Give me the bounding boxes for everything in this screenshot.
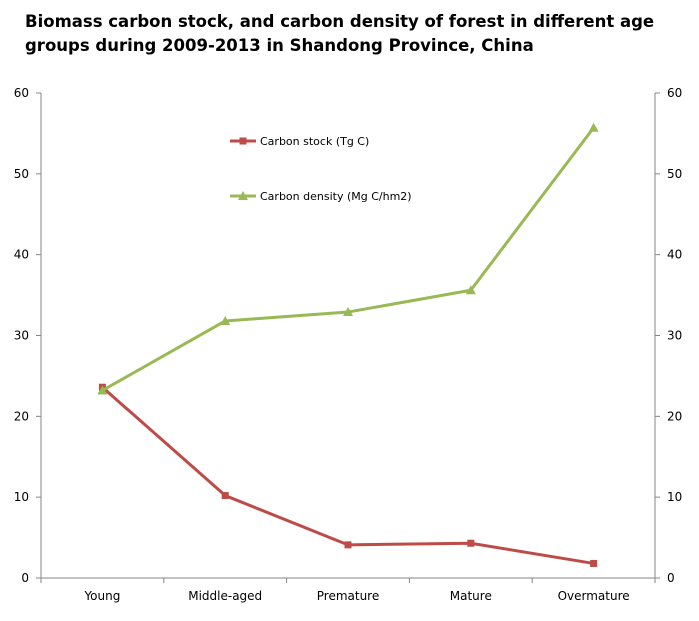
x-tick-label: Middle-aged — [188, 589, 262, 603]
right-y-tick-label: 50 — [667, 167, 682, 181]
right-y-tick-label: 0 — [667, 571, 675, 585]
legend-item: Carbon stock (Tg C) — [230, 135, 369, 148]
right-y-tick-label: 30 — [667, 329, 682, 343]
x-tick-label: Mature — [450, 589, 492, 603]
right-y-tick-label: 20 — [667, 409, 682, 423]
right-y-axis-ticks: 0 10 20 30 40 50 60 — [655, 86, 682, 585]
data-point — [588, 122, 599, 132]
left-y-tick-label: 50 — [14, 167, 29, 181]
data-point — [343, 307, 353, 317]
x-axis-ticks: Young Middle-aged Premature Mature Overmatur… — [40, 578, 656, 603]
legend-label: Carbon density (Mg C/hm2) — [260, 190, 412, 203]
data-point — [344, 541, 352, 549]
data-point — [590, 559, 598, 567]
series-2 — [97, 122, 599, 395]
series-line — [101, 126, 595, 392]
legend-label: Carbon stock (Tg C) — [260, 135, 369, 148]
right-y-tick-label: 60 — [667, 86, 682, 100]
left-y-tick-label: 60 — [14, 86, 29, 100]
x-tick-label: Overmature — [558, 589, 630, 603]
left-y-tick-label: 40 — [14, 248, 29, 262]
left-y-tick-label: 30 — [14, 329, 29, 343]
axes — [40, 93, 656, 579]
x-tick-label: Young — [83, 589, 120, 603]
data-point — [467, 539, 475, 547]
data-point — [220, 315, 231, 325]
x-tick-label: Premature — [317, 589, 379, 603]
data-point — [465, 285, 476, 295]
legend: Carbon stock (Tg C) Carbon density (Mg C/… — [230, 135, 412, 203]
legend-item: Carbon density (Mg C/hm2) — [230, 190, 412, 203]
right-y-tick-label: 40 — [667, 248, 682, 262]
series-layer — [97, 122, 599, 567]
legend-marker — [238, 191, 248, 200]
data-point — [97, 385, 108, 395]
left-y-tick-label: 20 — [14, 409, 29, 423]
left-y-axis-ticks: 0 10 20 30 40 50 60 — [14, 86, 41, 585]
series-line — [101, 386, 594, 565]
data-point — [221, 492, 229, 500]
legend-marker — [239, 137, 247, 145]
chart-title: Biomass carbon stock, and carbon density… — [25, 12, 655, 55]
right-y-tick-label: 10 — [667, 490, 682, 504]
series-1 — [98, 383, 598, 567]
left-y-tick-label: 0 — [21, 571, 29, 585]
left-y-tick-label: 10 — [14, 490, 29, 504]
